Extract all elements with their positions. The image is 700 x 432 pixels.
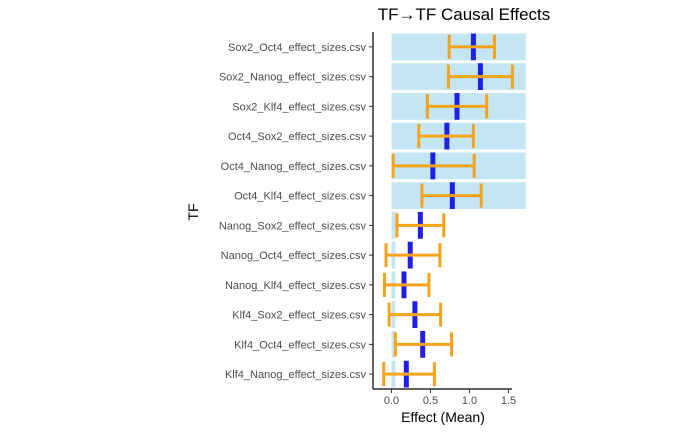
y-axis-title: TF bbox=[185, 203, 201, 220]
error-bar bbox=[447, 34, 496, 59]
error-bar bbox=[382, 362, 436, 387]
error-bar bbox=[417, 124, 475, 149]
bar bbox=[391, 330, 396, 358]
y-tick-label: Klf4_Oct4_effect_sizes.csv bbox=[234, 339, 366, 351]
y-axis: Sox2_Oct4_effect_sizes.csv Sox2_Nanog_eff… bbox=[219, 32, 374, 389]
x-tick-label: 0.0 bbox=[384, 395, 399, 407]
error-bar bbox=[446, 64, 514, 89]
y-tick-label: Sox2_Oct4_effect_sizes.csv bbox=[228, 42, 366, 54]
error-bar bbox=[382, 272, 431, 297]
error-bar bbox=[393, 332, 454, 357]
y-tick-label: Klf4_Nanog_effect_sizes.csv bbox=[225, 369, 367, 381]
y-tick-label: Oct4_Nanog_effect_sizes.csv bbox=[221, 161, 367, 173]
error-bar bbox=[391, 153, 476, 178]
y-tick-label: Nanog_Oct4_effect_sizes.csv bbox=[221, 250, 367, 262]
error-bar bbox=[420, 183, 483, 208]
y-tick-label: Sox2_Nanog_effect_sizes.csv bbox=[219, 72, 367, 84]
plot-area bbox=[382, 33, 526, 388]
y-tick-label: Klf4_Sox2_effect_sizes.csv bbox=[232, 310, 366, 322]
y-tick-label: Nanog_Sox2_effect_sizes.csv bbox=[219, 220, 367, 232]
x-tick-label: 1.5 bbox=[501, 395, 516, 407]
bar bbox=[391, 211, 396, 239]
x-tick-label: 1.0 bbox=[462, 395, 477, 407]
error-bar bbox=[384, 243, 442, 268]
chart-title: TF→TF Causal Effects bbox=[378, 5, 551, 24]
error-bar bbox=[387, 302, 443, 327]
x-tick-label: 0.5 bbox=[423, 395, 438, 407]
y-tick-label: Nanog_Klf4_effect_sizes.csv bbox=[225, 280, 367, 292]
x-axis-title: Effect (Mean) bbox=[401, 409, 485, 425]
y-tick-label: Oct4_Klf4_effect_sizes.csv bbox=[234, 191, 366, 203]
error-bar bbox=[395, 213, 446, 238]
error-bar bbox=[425, 94, 489, 119]
y-tick-label: Oct4_Sox2_effect_sizes.csv bbox=[228, 131, 366, 143]
x-axis: 0.0 0.5 1.0 1.5 bbox=[373, 388, 516, 407]
y-tick-label: Sox2_Klf4_effect_sizes.csv bbox=[232, 101, 366, 113]
